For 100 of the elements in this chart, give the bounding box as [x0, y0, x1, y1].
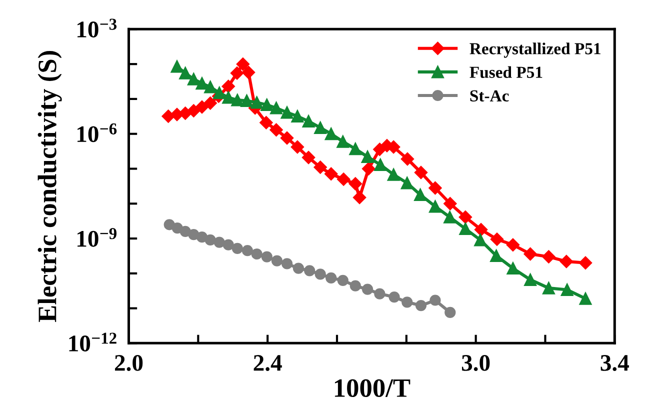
point — [260, 116, 273, 130]
x-tick-label: 3.0 — [462, 354, 490, 372]
point — [474, 234, 487, 246]
point — [231, 94, 244, 106]
legend-label: Fused P51 — [470, 66, 542, 78]
point — [414, 188, 427, 201]
point — [314, 268, 326, 280]
point — [415, 300, 427, 312]
point — [290, 140, 304, 154]
x-tick-label: 2.4 — [254, 355, 282, 372]
point — [388, 292, 400, 303]
point — [400, 152, 414, 166]
point — [196, 232, 208, 243]
point — [490, 250, 503, 262]
point — [352, 190, 366, 204]
point — [280, 106, 294, 119]
point — [542, 250, 556, 264]
point — [362, 162, 376, 176]
point — [506, 262, 520, 275]
point — [560, 284, 574, 296]
point — [179, 66, 192, 80]
point — [387, 168, 400, 181]
point — [222, 91, 235, 104]
point — [444, 306, 456, 318]
point — [428, 181, 442, 195]
point — [187, 72, 200, 86]
point — [459, 222, 472, 236]
point — [506, 238, 520, 252]
point — [542, 282, 555, 294]
point — [170, 60, 184, 73]
legend-label: Recrystallized P51 — [470, 42, 600, 58]
point — [324, 128, 338, 140]
x-tick-label: 3.4 — [600, 355, 629, 372]
point — [400, 176, 414, 190]
point — [579, 292, 592, 305]
point — [304, 265, 316, 276]
point — [314, 160, 327, 174]
point — [430, 294, 441, 306]
point — [524, 273, 537, 286]
point — [324, 167, 338, 181]
point — [348, 177, 362, 190]
point — [236, 57, 250, 71]
y-tick-label: 10$^{−6}$ — [78, 123, 117, 142]
point — [336, 135, 350, 148]
point — [374, 158, 387, 172]
point — [414, 166, 428, 180]
y-tick-label: 10$^{−12}$ — [69, 332, 116, 352]
point — [362, 284, 374, 295]
point — [230, 66, 244, 80]
point — [292, 262, 304, 274]
y-tick-label: 10$^{−3}$ — [78, 18, 117, 38]
point — [337, 172, 350, 186]
point — [291, 110, 304, 122]
point — [458, 210, 472, 224]
point — [374, 288, 386, 300]
point — [560, 254, 573, 268]
point — [349, 142, 362, 156]
point — [222, 239, 234, 250]
point — [302, 114, 315, 128]
point — [490, 232, 504, 246]
point — [270, 123, 283, 136]
x-axis-title: 1000/T — [334, 379, 410, 398]
point — [180, 226, 191, 237]
point — [444, 197, 457, 210]
point — [524, 247, 537, 261]
point — [195, 100, 209, 114]
point — [251, 248, 262, 260]
y-tick-label: 10$^{−9}$ — [78, 228, 116, 247]
point — [314, 121, 327, 134]
point — [240, 94, 254, 107]
legend-label: St-Ac — [470, 90, 509, 102]
point — [271, 255, 283, 266]
x-tick-label: 2.0 — [114, 354, 143, 372]
point — [402, 296, 413, 308]
point — [213, 86, 226, 100]
y-axis-title: Electric conductivity (S) — [38, 51, 62, 322]
point — [350, 280, 361, 292]
point — [444, 210, 456, 224]
point — [187, 104, 200, 118]
point — [242, 66, 256, 79]
point — [222, 80, 235, 93]
point — [242, 245, 254, 256]
point — [204, 96, 217, 110]
point — [214, 236, 225, 248]
point — [337, 274, 348, 286]
point — [270, 102, 283, 114]
point — [196, 77, 208, 90]
point — [361, 150, 374, 164]
point — [474, 223, 488, 236]
point — [232, 242, 243, 254]
point — [578, 256, 592, 270]
point — [188, 228, 200, 240]
point — [302, 150, 316, 164]
point — [204, 80, 217, 94]
point — [326, 272, 337, 284]
point — [204, 234, 216, 246]
point — [260, 98, 274, 112]
point — [281, 258, 293, 270]
point — [428, 200, 442, 213]
point — [261, 251, 272, 262]
